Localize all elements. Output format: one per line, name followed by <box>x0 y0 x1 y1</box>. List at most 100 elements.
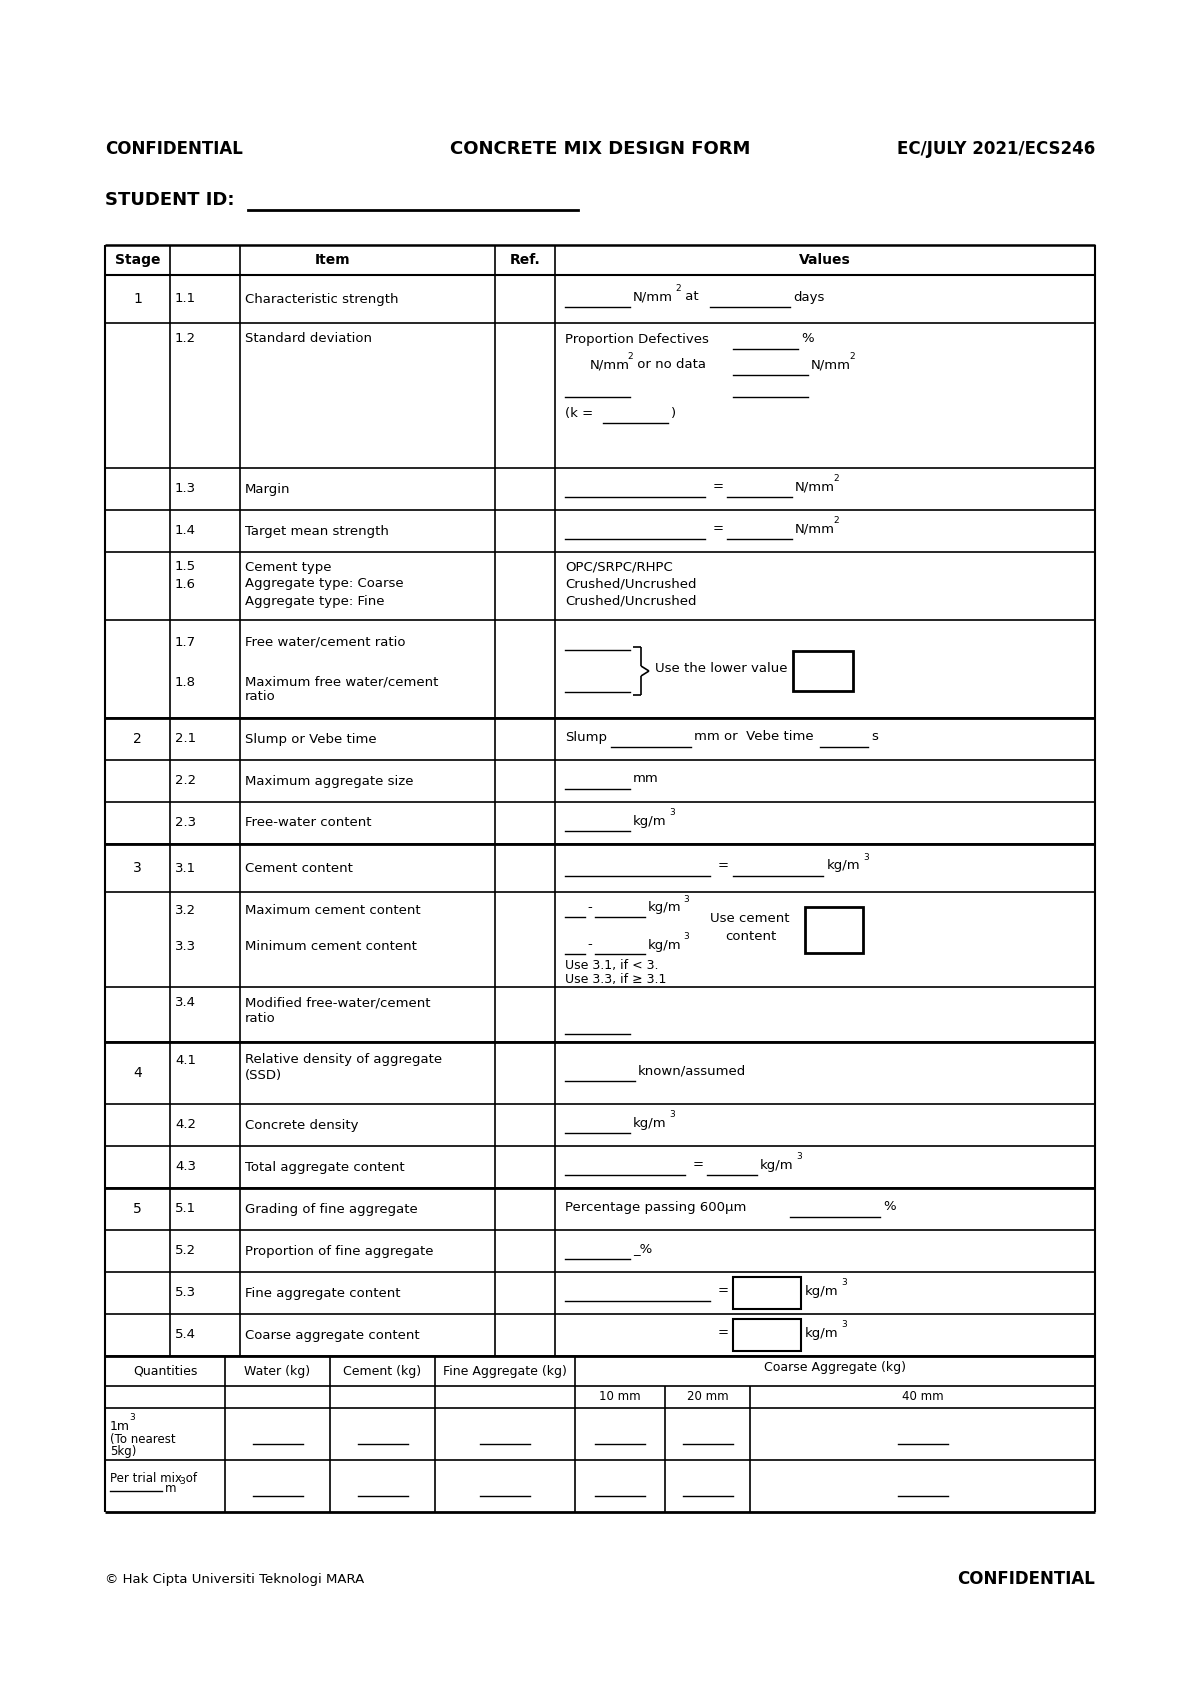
Text: Modified free-water/cement: Modified free-water/cement <box>245 996 431 1010</box>
Text: kg/m: kg/m <box>634 1117 667 1130</box>
Text: %: % <box>802 333 814 346</box>
Text: Aggregate type: Fine: Aggregate type: Fine <box>245 594 384 608</box>
Text: CONCRETE MIX DESIGN FORM: CONCRETE MIX DESIGN FORM <box>450 139 750 158</box>
Text: Proportion Defectives: Proportion Defectives <box>565 333 709 346</box>
Text: © Hak Cipta Universiti Teknologi MARA: © Hak Cipta Universiti Teknologi MARA <box>106 1573 365 1585</box>
Text: days: days <box>793 290 824 304</box>
Text: EC/JULY 2021/ECS246: EC/JULY 2021/ECS246 <box>896 139 1096 158</box>
Text: 3.2: 3.2 <box>175 903 196 916</box>
Text: 1: 1 <box>133 292 142 305</box>
Text: (SSD): (SSD) <box>245 1069 282 1081</box>
Text: kg/m: kg/m <box>634 815 667 828</box>
Text: Maximum free water/cement: Maximum free water/cement <box>245 675 438 689</box>
Text: 2.3: 2.3 <box>175 816 196 830</box>
Text: 5.3: 5.3 <box>175 1286 196 1300</box>
Text: =: = <box>718 859 730 872</box>
Text: Free water/cement ratio: Free water/cement ratio <box>245 635 406 648</box>
Text: 3: 3 <box>130 1414 134 1422</box>
Text: (To nearest: (To nearest <box>110 1432 175 1446</box>
Text: Crushed/Uncrushed: Crushed/Uncrushed <box>565 577 696 591</box>
Text: Cement content: Cement content <box>245 862 353 874</box>
Text: Per trial mix of: Per trial mix of <box>110 1471 197 1485</box>
Text: 1.6: 1.6 <box>175 577 196 591</box>
Text: CONFIDENTIAL: CONFIDENTIAL <box>106 139 242 158</box>
Text: 10 mm: 10 mm <box>599 1390 641 1403</box>
Text: 4.1: 4.1 <box>175 1054 196 1066</box>
Text: Proportion of fine aggregate: Proportion of fine aggregate <box>245 1244 433 1257</box>
Text: (k =: (k = <box>565 407 593 419</box>
Text: Crushed/Uncrushed: Crushed/Uncrushed <box>565 594 696 608</box>
Text: 3: 3 <box>796 1152 802 1161</box>
Text: 3: 3 <box>863 854 869 862</box>
Text: CONFIDENTIAL: CONFIDENTIAL <box>958 1570 1096 1588</box>
Text: Coarse Aggregate (kg): Coarse Aggregate (kg) <box>764 1361 906 1373</box>
Text: 2: 2 <box>833 473 839 484</box>
Text: ratio: ratio <box>245 1011 276 1025</box>
Text: %: % <box>883 1200 895 1213</box>
Text: -: - <box>587 901 592 915</box>
Text: Use 3.3, if ≥ 3.1: Use 3.3, if ≥ 3.1 <box>565 972 666 986</box>
Text: Cement (kg): Cement (kg) <box>343 1364 421 1378</box>
Text: kg/m: kg/m <box>805 1285 839 1298</box>
Text: Maximum cement content: Maximum cement content <box>245 903 421 916</box>
Text: 3: 3 <box>133 860 142 876</box>
Text: 3: 3 <box>841 1320 847 1329</box>
Text: 1.2: 1.2 <box>175 331 196 344</box>
Text: 3.1: 3.1 <box>175 862 196 874</box>
Text: 20 mm: 20 mm <box>686 1390 728 1403</box>
Text: Slump: Slump <box>565 730 607 743</box>
Text: N/mm: N/mm <box>634 290 673 304</box>
Text: Use 3.1, if < 3.: Use 3.1, if < 3. <box>565 959 659 971</box>
Text: Maximum aggregate size: Maximum aggregate size <box>245 774 414 787</box>
Text: Characteristic strength: Characteristic strength <box>245 292 398 305</box>
Text: Slump or Vebe time: Slump or Vebe time <box>245 733 377 745</box>
Text: 5kg): 5kg) <box>110 1446 137 1458</box>
Bar <box>733 1278 802 1308</box>
Text: Percentage passing 600μm: Percentage passing 600μm <box>565 1200 746 1213</box>
Bar <box>733 1319 802 1351</box>
Text: =: = <box>713 480 724 494</box>
Text: Use cement: Use cement <box>710 911 790 925</box>
Text: 1.1: 1.1 <box>175 292 196 305</box>
Text: 2.1: 2.1 <box>175 733 196 745</box>
Text: 3.4: 3.4 <box>175 996 196 1010</box>
Text: kg/m: kg/m <box>648 938 682 952</box>
Text: Coarse aggregate content: Coarse aggregate content <box>245 1329 420 1342</box>
Text: Fine aggregate content: Fine aggregate content <box>245 1286 401 1300</box>
Text: Quantities: Quantities <box>133 1364 197 1378</box>
Text: Item: Item <box>314 253 350 266</box>
Text: 3: 3 <box>670 1110 674 1118</box>
Text: 1.7: 1.7 <box>175 635 196 648</box>
Bar <box>793 652 853 691</box>
Text: kg/m: kg/m <box>648 901 682 915</box>
Text: Standard deviation: Standard deviation <box>245 331 372 344</box>
Text: 3.3: 3.3 <box>175 940 196 954</box>
Text: Fine Aggregate (kg): Fine Aggregate (kg) <box>443 1364 566 1378</box>
Text: kg/m: kg/m <box>760 1159 793 1171</box>
Text: _%: _% <box>634 1242 653 1256</box>
Text: N/mm: N/mm <box>811 358 851 372</box>
Text: 1.3: 1.3 <box>175 482 196 496</box>
Text: 5.1: 5.1 <box>175 1203 196 1215</box>
Text: =: = <box>694 1159 704 1171</box>
Text: kg/m: kg/m <box>827 859 860 872</box>
Text: 2: 2 <box>850 351 854 361</box>
Text: 4.3: 4.3 <box>175 1161 196 1174</box>
Text: s: s <box>871 730 878 743</box>
Text: 4.2: 4.2 <box>175 1118 196 1132</box>
Text: Use the lower value: Use the lower value <box>655 662 787 675</box>
Text: Relative density of aggregate: Relative density of aggregate <box>245 1054 442 1066</box>
Text: mm or  Vebe time: mm or Vebe time <box>694 730 814 743</box>
Text: 1.4: 1.4 <box>175 524 196 538</box>
Text: 1.8: 1.8 <box>175 675 196 689</box>
Text: 2: 2 <box>628 351 632 361</box>
Text: =: = <box>718 1327 730 1339</box>
Text: 5.4: 5.4 <box>175 1329 196 1342</box>
Text: Stage: Stage <box>115 253 161 266</box>
Text: 40 mm: 40 mm <box>901 1390 943 1403</box>
Text: 1m: 1m <box>110 1419 130 1432</box>
Text: Cement type: Cement type <box>245 560 331 574</box>
Text: mm: mm <box>634 772 659 786</box>
Text: Concrete density: Concrete density <box>245 1118 359 1132</box>
Text: 3: 3 <box>670 808 674 816</box>
